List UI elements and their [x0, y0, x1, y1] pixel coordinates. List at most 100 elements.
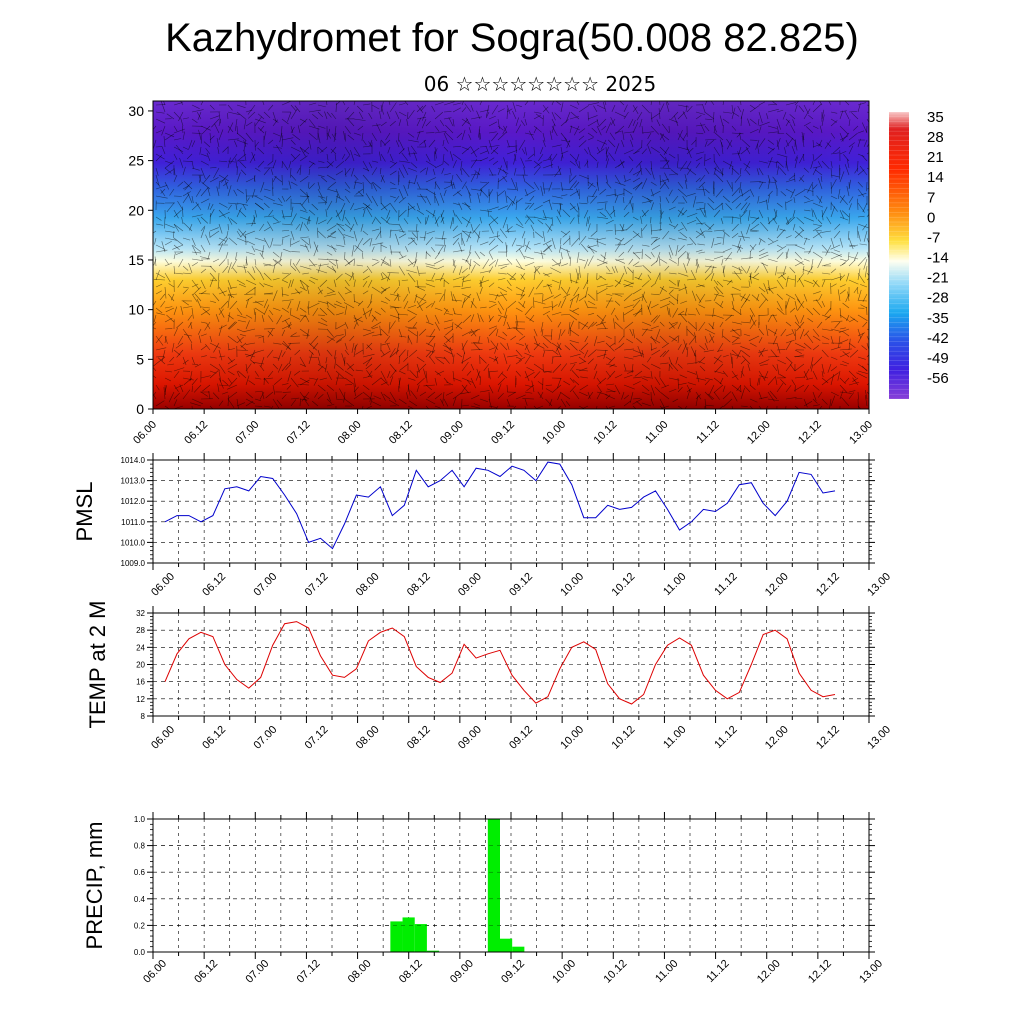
wind-vector: [830, 244, 841, 250]
wind-vector: [704, 379, 710, 386]
wind-vector: [414, 293, 418, 303]
wind-vector: [216, 186, 220, 197]
wind-vector: [281, 363, 289, 372]
wind-vector: [227, 398, 235, 408]
wind-vector: [290, 126, 295, 134]
wind-vector: [155, 335, 164, 346]
wind-vector: [758, 349, 769, 353]
wind-vector: [227, 223, 229, 231]
wind-vector: [747, 209, 751, 221]
wind-vector: [677, 377, 679, 389]
x-tick-label: 13.00: [865, 724, 893, 752]
wind-vector: [253, 361, 265, 365]
wind-vector: [839, 348, 852, 351]
wind-vector: [839, 258, 847, 262]
wind-vector: [857, 370, 868, 375]
wind-vector: [710, 101, 715, 106]
wind-vector: [772, 314, 778, 323]
wind-vector: [161, 146, 166, 155]
wind-vector: [330, 148, 337, 155]
wind-vector: [806, 333, 814, 344]
wind-vector: [660, 133, 670, 141]
wind-vector: [386, 111, 391, 120]
wind-vector: [191, 214, 203, 218]
wind-vector: [569, 363, 576, 372]
wind-vector: [818, 139, 823, 147]
wind-vector: [791, 379, 796, 386]
wind-vector: [479, 181, 488, 184]
wind-vector: [569, 340, 580, 344]
wind-vector: [776, 138, 781, 148]
wind-vector: [668, 388, 677, 393]
wind-vector: [272, 398, 280, 409]
wind-vector: [524, 372, 535, 379]
wind-vector: [470, 377, 477, 389]
wind-vector: [209, 279, 217, 282]
wind-vector: [220, 300, 229, 309]
wind-vector: [380, 328, 389, 337]
wind-vector: [389, 102, 397, 113]
wind-vector: [235, 203, 238, 211]
wind-vector: [723, 257, 733, 260]
wind-vector: [222, 265, 229, 274]
wind-vector: [236, 370, 240, 377]
wind-vector: [704, 209, 707, 218]
wind-vector: [614, 195, 619, 204]
wind-vector: [479, 356, 487, 364]
wind-vector: [272, 251, 280, 258]
wind-vector: [371, 104, 380, 110]
wind-vector: [434, 163, 443, 169]
wind-vector: [833, 249, 841, 253]
wind-vector: [559, 247, 571, 253]
wind-vector: [172, 244, 184, 250]
wind-vector: [224, 180, 229, 190]
wind-vector: [425, 195, 432, 206]
wind-vector: [254, 209, 258, 218]
wind-vector: [659, 222, 662, 232]
wind-vector: [614, 161, 625, 169]
wind-vector: [290, 146, 301, 152]
wind-vector: [222, 146, 229, 153]
wind-vector: [426, 230, 436, 235]
wind-vector: [713, 293, 725, 297]
wind-vector: [614, 300, 621, 306]
wind-vector: [487, 337, 490, 344]
wind-vector: [704, 157, 711, 162]
x-tick-label: 07.12: [285, 419, 313, 447]
wind-vector: [182, 193, 190, 204]
wind-vector: [155, 307, 163, 314]
wind-vector: [785, 276, 789, 288]
wind-vector: [182, 389, 191, 400]
wind-vector: [164, 405, 170, 409]
wind-vector: [175, 342, 184, 349]
wind-vector: [722, 370, 728, 377]
wind-vector: [713, 370, 725, 375]
wind-vector: [307, 181, 310, 189]
wind-vector: [326, 111, 332, 118]
wind-vector: [810, 363, 814, 372]
wind-vector: [592, 188, 598, 198]
chart-title: Kazhydromet for Sogra(50.008 82.825): [165, 16, 859, 60]
wind-vector: [388, 321, 391, 334]
wind-vector: [853, 125, 859, 131]
wind-vector: [379, 111, 382, 120]
wind-vector: [593, 335, 598, 347]
wind-vector: [758, 286, 766, 293]
wind-vector: [371, 326, 379, 330]
wind-vector: [758, 328, 765, 336]
wind-vector: [245, 109, 253, 113]
wind-vector: [470, 223, 475, 234]
y-axis-label: TEMP at 2 M: [85, 601, 110, 729]
wind-vector: [848, 230, 850, 240]
wind-vector: [198, 293, 211, 295]
wind-vector: [764, 370, 769, 380]
wind-vector: [431, 105, 436, 113]
wind-vector: [641, 291, 645, 302]
wind-vector: [576, 188, 580, 197]
wind-vector: [155, 356, 165, 358]
wind-vector: [451, 299, 463, 302]
wind-vector: [513, 167, 517, 176]
wind-vector: [292, 263, 301, 274]
wind-vector: [767, 315, 772, 323]
wind-vector: [691, 139, 697, 146]
